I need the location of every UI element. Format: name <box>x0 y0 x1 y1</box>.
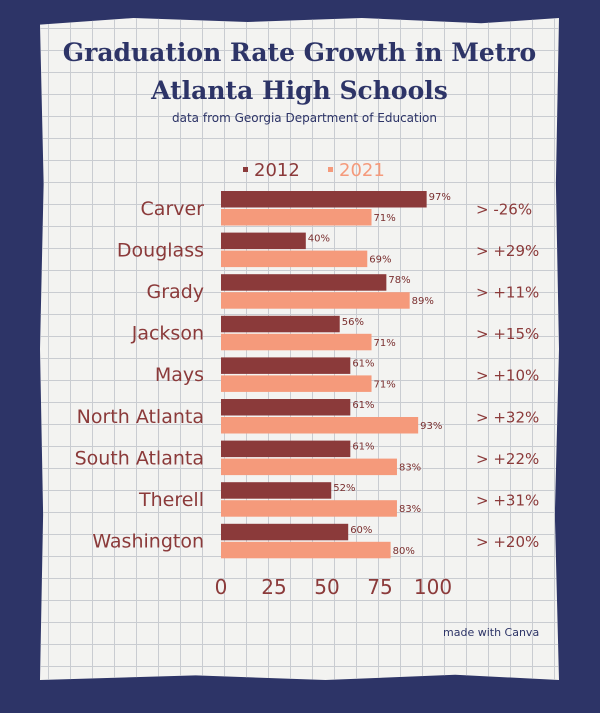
category-label: Douglass <box>117 239 204 261</box>
category-label: North Atlanta <box>77 406 204 428</box>
change-label: > +10% <box>476 367 539 385</box>
data-label-2021: 71% <box>374 213 396 224</box>
change-label: > -26% <box>476 200 532 218</box>
bar-2012 <box>221 315 340 333</box>
change-label: > +22% <box>476 450 539 468</box>
change-label: > +31% <box>476 491 539 509</box>
data-label-2021: 71% <box>374 338 396 349</box>
bar-2021 <box>221 250 368 268</box>
data-label-2012: 40% <box>308 234 330 245</box>
data-label-2021: 80% <box>393 546 415 557</box>
data-label-2021: 93% <box>420 421 442 432</box>
x-tick-label: 75 <box>367 575 392 599</box>
data-label-2012: 78% <box>388 275 410 286</box>
bar-2012 <box>221 274 387 291</box>
x-tick-label: 0 <box>215 575 228 599</box>
change-label: > +11% <box>476 283 539 301</box>
legend-swatch-2012 <box>243 167 248 172</box>
data-label-2012: 61% <box>352 400 374 411</box>
category-label: Grady <box>147 281 204 303</box>
credit-label: made with Canva <box>443 626 540 639</box>
change-label: > +29% <box>476 242 539 260</box>
bar-2021 <box>221 500 397 517</box>
category-label: Jackson <box>131 323 204 345</box>
category-label: Mays <box>155 364 204 386</box>
data-label-2012: 60% <box>350 525 372 536</box>
bar-2012 <box>221 232 306 250</box>
data-label-2021: 69% <box>369 255 391 266</box>
bar-2021 <box>221 541 391 559</box>
data-label-2012: 61% <box>352 358 374 369</box>
chart-subtitle: data from Georgia Department of Educatio… <box>172 111 438 125</box>
legend-label-2021: 2021 <box>339 160 385 181</box>
data-label-2012: 61% <box>352 442 374 453</box>
change-label: > +15% <box>476 325 539 343</box>
bar-2012 <box>221 523 349 541</box>
data-label-2012: 97% <box>429 192 451 203</box>
bar-2012 <box>221 440 351 458</box>
data-label-2021: 89% <box>412 296 434 307</box>
bar-2021 <box>221 333 372 351</box>
bar-2021 <box>221 375 372 392</box>
bar-2012 <box>221 357 351 374</box>
data-label-2021: 83% <box>399 463 421 474</box>
category-label: Carver <box>141 198 205 220</box>
bar-2012 <box>221 399 351 416</box>
category-label: Therell <box>138 489 204 511</box>
bar-2012 <box>221 191 427 208</box>
data-label-2012: 52% <box>333 483 355 494</box>
x-tick-label: 100 <box>414 575 452 599</box>
legend-label-2012: 2012 <box>254 160 300 181</box>
bar-2021 <box>221 417 419 434</box>
bar-2021 <box>221 209 372 226</box>
change-label: > +32% <box>476 408 539 426</box>
change-label: > +20% <box>476 533 539 551</box>
category-label: Washington <box>92 531 204 553</box>
category-label: South Atlanta <box>75 447 204 469</box>
chart-title-line-1: Graduation Rate Growth in Metro <box>62 38 537 67</box>
x-tick-label: 25 <box>261 575 286 599</box>
bar-2021 <box>221 292 410 309</box>
x-tick-label: 50 <box>314 575 339 599</box>
chart-title-line-2: Atlanta High Schools <box>151 76 448 105</box>
data-label-2021: 71% <box>374 379 396 390</box>
legend-swatch-2021 <box>328 167 333 172</box>
data-label-2012: 56% <box>342 317 364 328</box>
data-label-2021: 83% <box>399 504 421 515</box>
bar-2012 <box>221 482 332 499</box>
bar-2021 <box>221 458 397 476</box>
